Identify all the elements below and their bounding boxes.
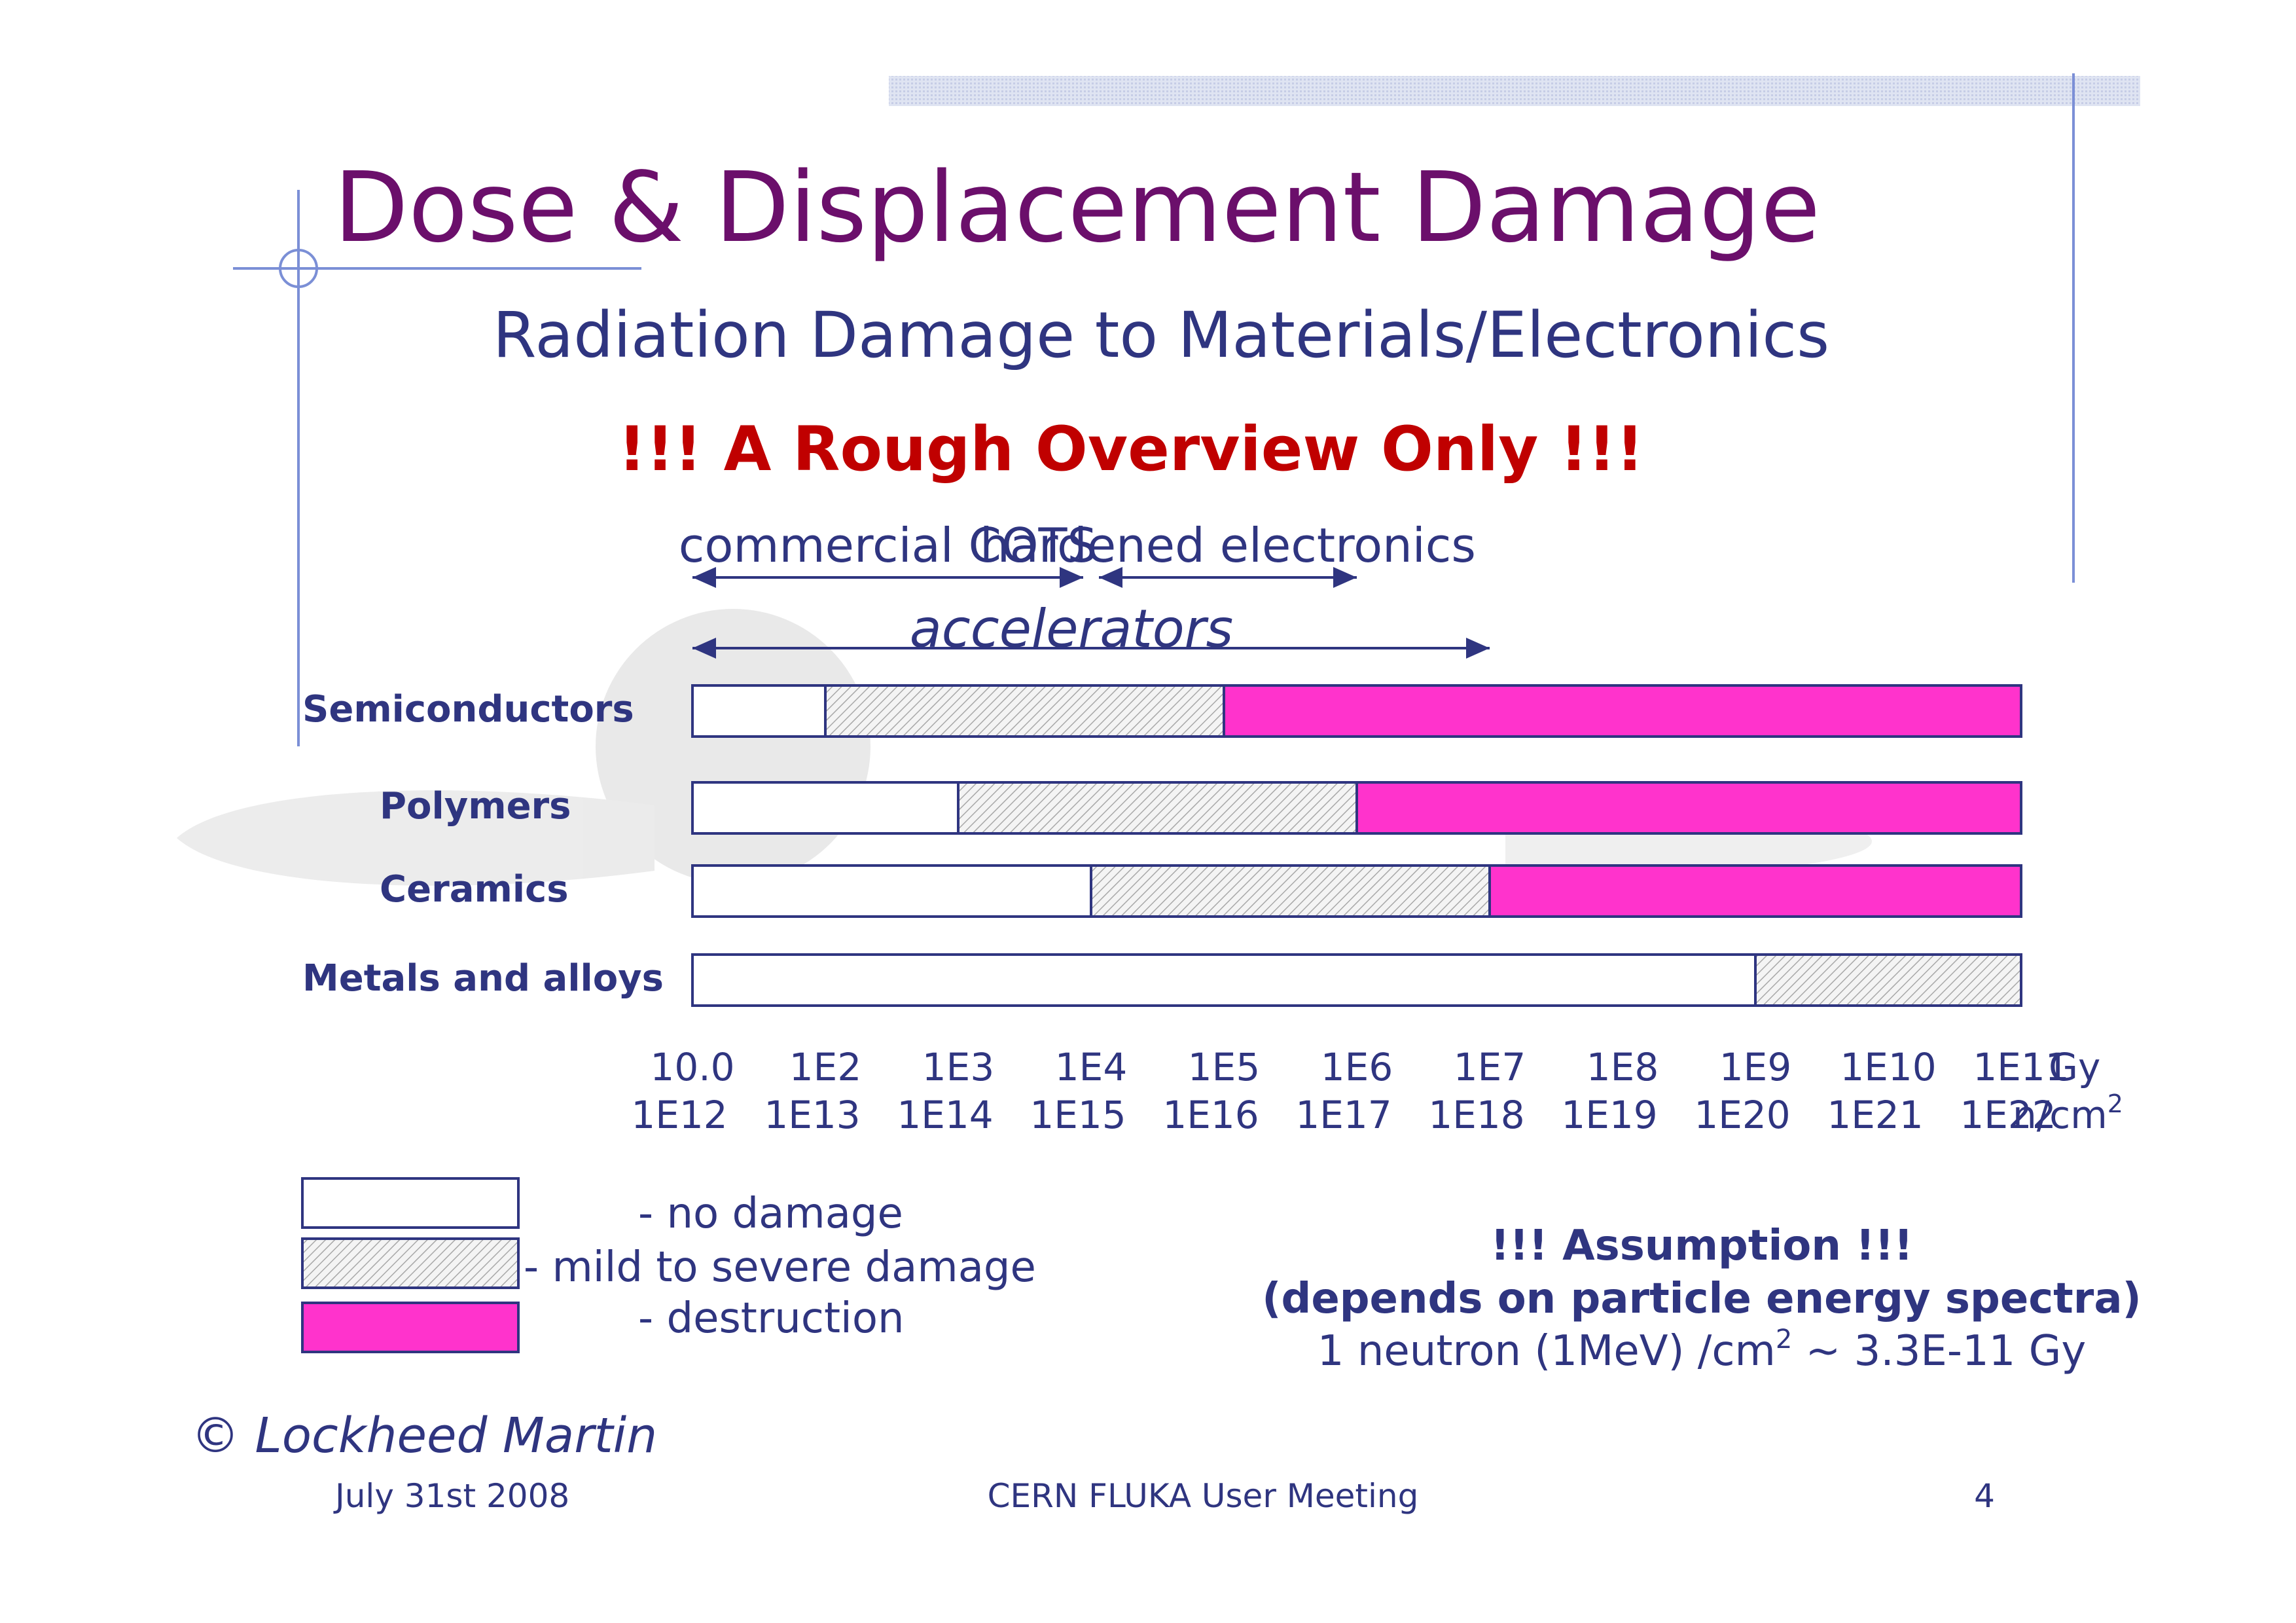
- bar-segment-mild: [1754, 953, 2022, 1007]
- assumption-conversion-sup: 2: [1776, 1324, 1792, 1355]
- range-label: accelerators: [910, 598, 1233, 659]
- fluence-tick-label: 1E15: [1030, 1093, 1126, 1137]
- warning-text: !!! A Rough Overview Only !!!: [618, 414, 1643, 485]
- bar-segment-mild: [957, 781, 1358, 835]
- gy-tick-label: 10.0: [650, 1045, 734, 1089]
- fluence-tick-label: 1E14: [897, 1093, 993, 1137]
- category-label: Polymers: [380, 785, 571, 828]
- assumption-heading: !!! Assumption !!!: [1490, 1222, 1913, 1270]
- range-label: commercial COTS: [679, 518, 1097, 573]
- category-label: Ceramics: [380, 868, 569, 911]
- page-title: Dose & Displacement Damage: [334, 151, 1820, 264]
- legend: - no damage - mild to severe damage - de…: [301, 1177, 1036, 1353]
- bar-segment-none: [691, 864, 1092, 918]
- fluence-tick-label: 1E21: [1827, 1093, 1923, 1137]
- bar-segment-destruction: [1355, 781, 2022, 835]
- fluence-tick-label: 1E19: [1561, 1093, 1657, 1137]
- bar-segment-mild: [824, 684, 1225, 738]
- fluence-tick-label: 1E22: [1960, 1093, 2056, 1137]
- fluence-tick-label: 1E13: [764, 1093, 860, 1137]
- bar-segment-mild: [1090, 864, 1491, 918]
- gy-tick-label: 1E3: [922, 1045, 994, 1089]
- copyright-text: © Lockheed Martin: [191, 1408, 657, 1464]
- gy-tick-label: 1E10: [1840, 1045, 1936, 1089]
- legend-label-destruction: - destruction: [638, 1294, 905, 1343]
- legend-label-mild: - mild to severe damage: [524, 1243, 1036, 1292]
- legend-swatch-destruction: [301, 1302, 520, 1353]
- assumption-conversion-prefix: 1 neutron (1MeV) /cm: [1318, 1327, 1776, 1376]
- assumption-conversion-suffix: ~ 3.3E-11 Gy: [1792, 1327, 2086, 1376]
- bar-segment-destruction: [1488, 864, 2022, 918]
- legend-label-none: - no damage: [638, 1190, 903, 1238]
- category-label: Metals and alloys: [302, 957, 664, 1000]
- assumption-conversion: 1 neutron (1MeV) /cm2 ~ 3.3E-11 Gy: [1318, 1324, 2086, 1376]
- footer-date: July 31st 2008: [333, 1477, 569, 1515]
- gy-unit-label: Gy: [2049, 1045, 2100, 1089]
- footer-page-number: 4: [1974, 1477, 1995, 1515]
- range-label: hardened electronics: [980, 518, 1476, 573]
- footer-event: CERN FLUKA User Meeting: [988, 1477, 1419, 1515]
- gy-tick-label: 1E9: [1719, 1045, 1791, 1089]
- bar-segment-none: [691, 953, 1757, 1007]
- assumption-note: !!! Assumption !!! (depends on particle …: [1262, 1222, 2142, 1376]
- legend-swatch-mild: [301, 1237, 520, 1289]
- fluence-tick-label: 1E16: [1162, 1093, 1259, 1137]
- assumption-detail: (depends on particle energy spectra): [1262, 1275, 2142, 1323]
- gy-tick-label: 1E6: [1321, 1045, 1393, 1089]
- gy-tick-label: 1E5: [1188, 1045, 1260, 1089]
- bar-segment-destruction: [1223, 684, 2022, 738]
- page-subtitle: Radiation Damage to Materials/Electronic…: [493, 299, 1829, 372]
- chart-axis: 10.0 1E2 1E3 1E4 1E5 1E6 1E7 1E8 1E9 1E10 1E11Gy1E…: [631, 1045, 2123, 1137]
- bar-segment-none: [691, 781, 960, 835]
- fluence-tick-label: 1E17: [1295, 1093, 1391, 1137]
- legend-swatch-none: [301, 1177, 520, 1229]
- chart-bars: Semiconductors Polymers Ceramics Metals and…: [302, 684, 2022, 1007]
- fluence-unit-label: n/cm2: [2013, 1089, 2123, 1137]
- bar-segment-none: [691, 684, 827, 738]
- gy-tick-label: 1E2: [789, 1045, 861, 1089]
- fluence-tick-label: 1E12: [631, 1093, 727, 1137]
- fluence-tick-label: 1E20: [1694, 1093, 1790, 1137]
- category-label: Semiconductors: [302, 688, 634, 731]
- gy-tick-label: 1E8: [1587, 1045, 1659, 1089]
- fluence-tick-label: 1E18: [1428, 1093, 1524, 1137]
- gy-tick-label: 1E11: [1973, 1045, 2069, 1089]
- header-band: [889, 76, 2140, 106]
- gy-tick-label: 1E7: [1454, 1045, 1526, 1089]
- frame-circle: [279, 249, 318, 288]
- gy-tick-label: 1E4: [1055, 1045, 1127, 1089]
